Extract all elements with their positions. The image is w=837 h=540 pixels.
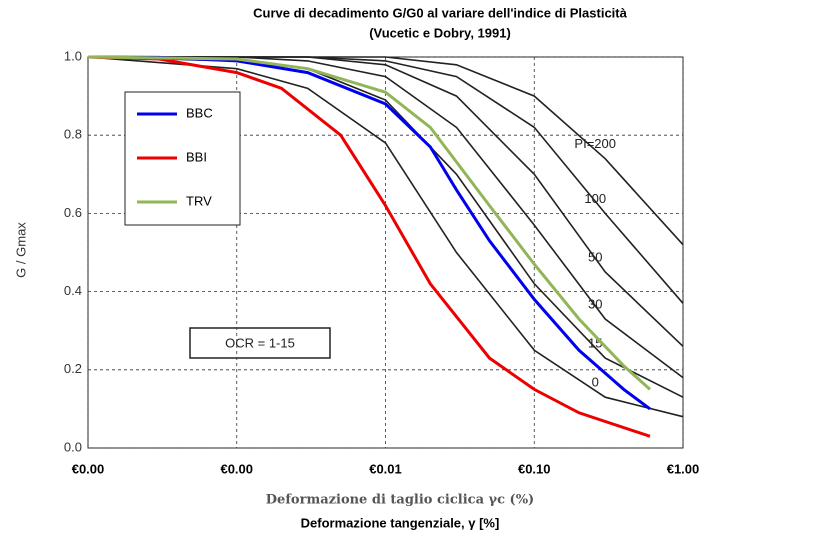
annotation-box bbox=[189, 327, 331, 359]
legend-label: BBC bbox=[186, 105, 213, 120]
x-tick-label: €0.00 bbox=[220, 461, 253, 476]
reference-label: 50 bbox=[588, 249, 602, 264]
chart-subtitle: (Vucetic e Dobry, 1991) bbox=[369, 25, 511, 40]
x-tick-label: €0.01 bbox=[369, 461, 402, 476]
legend-label: TRV bbox=[186, 193, 212, 208]
annotation: OCR = 1-15 bbox=[225, 335, 295, 350]
y-tick-label: 0.8 bbox=[64, 127, 82, 142]
x-tick-label: €0.00 bbox=[72, 461, 105, 476]
legend-label: BBI bbox=[186, 149, 207, 164]
y-tick-label: 0.0 bbox=[64, 439, 82, 454]
series-line bbox=[87, 55, 652, 391]
chart-title: Curve di decadimento G/G0 al variare del… bbox=[253, 5, 627, 20]
reference-curve bbox=[88, 56, 684, 246]
reference-label: 100 bbox=[584, 191, 606, 206]
x-tick-label: €0.10 bbox=[518, 461, 551, 476]
legend: BBC BBI TRV bbox=[124, 91, 241, 226]
reference-label: PI=200 bbox=[574, 136, 616, 151]
reference-label: 0 bbox=[592, 375, 599, 390]
y-tick-label: 0.6 bbox=[64, 205, 82, 220]
x-axis-label-2: Deformazione tangenziale, γ [%] bbox=[301, 515, 500, 530]
y-tick-label: 1.0 bbox=[64, 48, 82, 63]
y-axis-label: G / Gmax bbox=[13, 222, 28, 278]
x-axis-label: Deformazione di taglio ciclica γc (%) bbox=[266, 493, 534, 508]
x-tick-label: €1.00 bbox=[667, 461, 700, 476]
reference-curve bbox=[87, 56, 684, 418]
y-tick-label: 0.4 bbox=[64, 283, 82, 298]
series-line bbox=[87, 55, 651, 438]
y-tick-label: 0.2 bbox=[64, 361, 82, 376]
reference-label: 30 bbox=[588, 296, 602, 311]
